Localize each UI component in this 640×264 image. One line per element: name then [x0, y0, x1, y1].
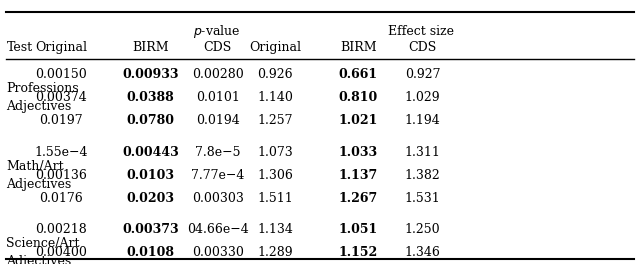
Text: 1.029: 1.029 — [404, 91, 440, 104]
Text: 1.134: 1.134 — [257, 223, 293, 236]
Text: 7.8e−5: 7.8e−5 — [195, 145, 241, 159]
Text: Math/Art
Adjectives: Math/Art Adjectives — [6, 160, 72, 191]
Text: 0.0101: 0.0101 — [196, 91, 239, 104]
Text: 1.346: 1.346 — [404, 246, 440, 260]
Text: 0.0103: 0.0103 — [126, 169, 174, 182]
Text: 0.00330: 0.00330 — [191, 246, 244, 260]
Text: 0.00136: 0.00136 — [35, 169, 87, 182]
Text: 0.00400: 0.00400 — [35, 246, 87, 260]
Text: 0.0203: 0.0203 — [126, 192, 174, 205]
Text: 1.257: 1.257 — [257, 114, 293, 128]
Text: 0.00150: 0.00150 — [35, 68, 86, 81]
Text: 0.00373: 0.00373 — [122, 223, 179, 236]
Text: 0.810: 0.810 — [339, 91, 378, 104]
Text: 0.0194: 0.0194 — [196, 114, 239, 128]
Text: Test: Test — [6, 41, 33, 54]
Text: 1.033: 1.033 — [339, 145, 378, 159]
Text: Effect size: Effect size — [388, 25, 454, 38]
Text: CDS: CDS — [408, 41, 436, 54]
Text: 0.927: 0.927 — [404, 68, 440, 81]
Text: BIRM: BIRM — [340, 41, 377, 54]
Text: 0.00303: 0.00303 — [191, 192, 244, 205]
Text: 0.00280: 0.00280 — [192, 68, 243, 81]
Text: $p$-value: $p$-value — [193, 23, 240, 40]
Text: 1.051: 1.051 — [339, 223, 378, 236]
Text: 1.267: 1.267 — [339, 192, 378, 205]
Text: 0.0388: 0.0388 — [127, 91, 174, 104]
Text: 0.0108: 0.0108 — [126, 246, 174, 260]
Text: 0.926: 0.926 — [257, 68, 293, 81]
Text: 1.152: 1.152 — [339, 246, 378, 260]
Text: 1.073: 1.073 — [257, 145, 293, 159]
Text: 1.306: 1.306 — [257, 169, 293, 182]
Text: Original: Original — [249, 41, 301, 54]
Text: CDS: CDS — [204, 41, 232, 54]
Text: 04.66e−4: 04.66e−4 — [187, 223, 248, 236]
Text: 0.0176: 0.0176 — [39, 192, 83, 205]
Text: 7.77e−4: 7.77e−4 — [191, 169, 244, 182]
Text: 1.311: 1.311 — [404, 145, 440, 159]
Text: 1.194: 1.194 — [404, 114, 440, 128]
Text: 1.250: 1.250 — [404, 223, 440, 236]
Text: 1.55e−4: 1.55e−4 — [34, 145, 88, 159]
Text: 0.0780: 0.0780 — [126, 114, 174, 128]
Text: 1.531: 1.531 — [404, 192, 440, 205]
Text: 1.137: 1.137 — [339, 169, 378, 182]
Text: 0.00443: 0.00443 — [122, 145, 179, 159]
Text: BIRM: BIRM — [132, 41, 169, 54]
Text: 0.0197: 0.0197 — [39, 114, 83, 128]
Text: 1.289: 1.289 — [257, 246, 293, 260]
Text: 0.661: 0.661 — [339, 68, 378, 81]
Text: 0.00374: 0.00374 — [35, 91, 86, 104]
Text: 0.00218: 0.00218 — [35, 223, 86, 236]
Text: Original: Original — [35, 41, 87, 54]
Text: Professions
Adjectives: Professions Adjectives — [6, 82, 79, 113]
Text: 1.511: 1.511 — [257, 192, 293, 205]
Text: Science/Art
Adjectives: Science/Art Adjectives — [6, 237, 80, 264]
Text: 1.140: 1.140 — [257, 91, 293, 104]
Text: 1.382: 1.382 — [404, 169, 440, 182]
Text: 1.021: 1.021 — [339, 114, 378, 128]
Text: 0.00933: 0.00933 — [122, 68, 179, 81]
